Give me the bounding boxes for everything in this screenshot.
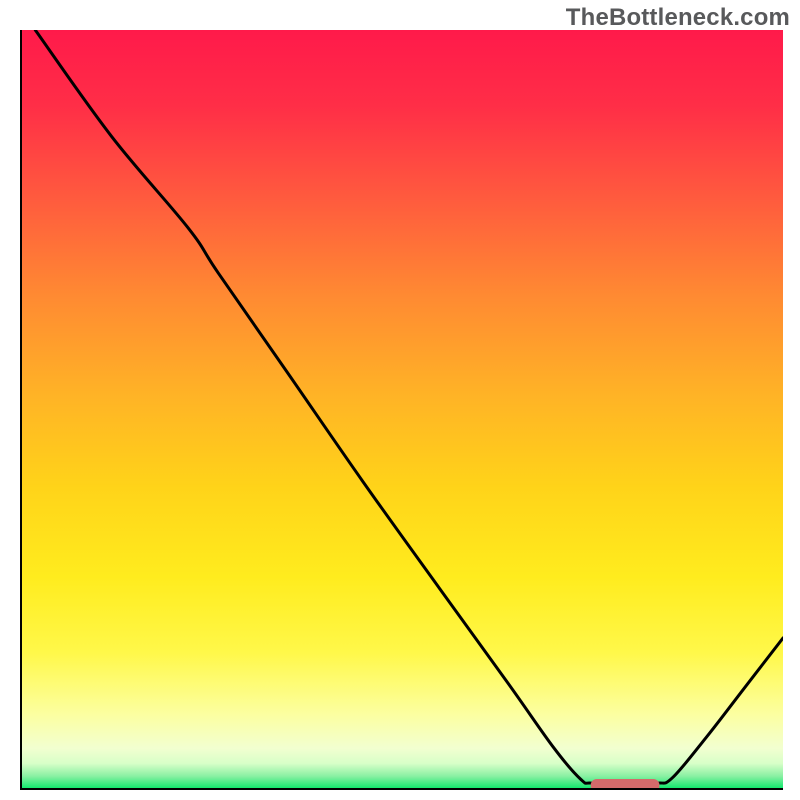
watermark-label: TheBottleneck.com <box>566 4 790 31</box>
watermark-text: TheBottleneck.com <box>566 4 790 32</box>
chart-svg <box>20 30 783 790</box>
bottleneck-chart <box>20 30 783 790</box>
chart-container: TheBottleneck.com <box>0 0 800 800</box>
